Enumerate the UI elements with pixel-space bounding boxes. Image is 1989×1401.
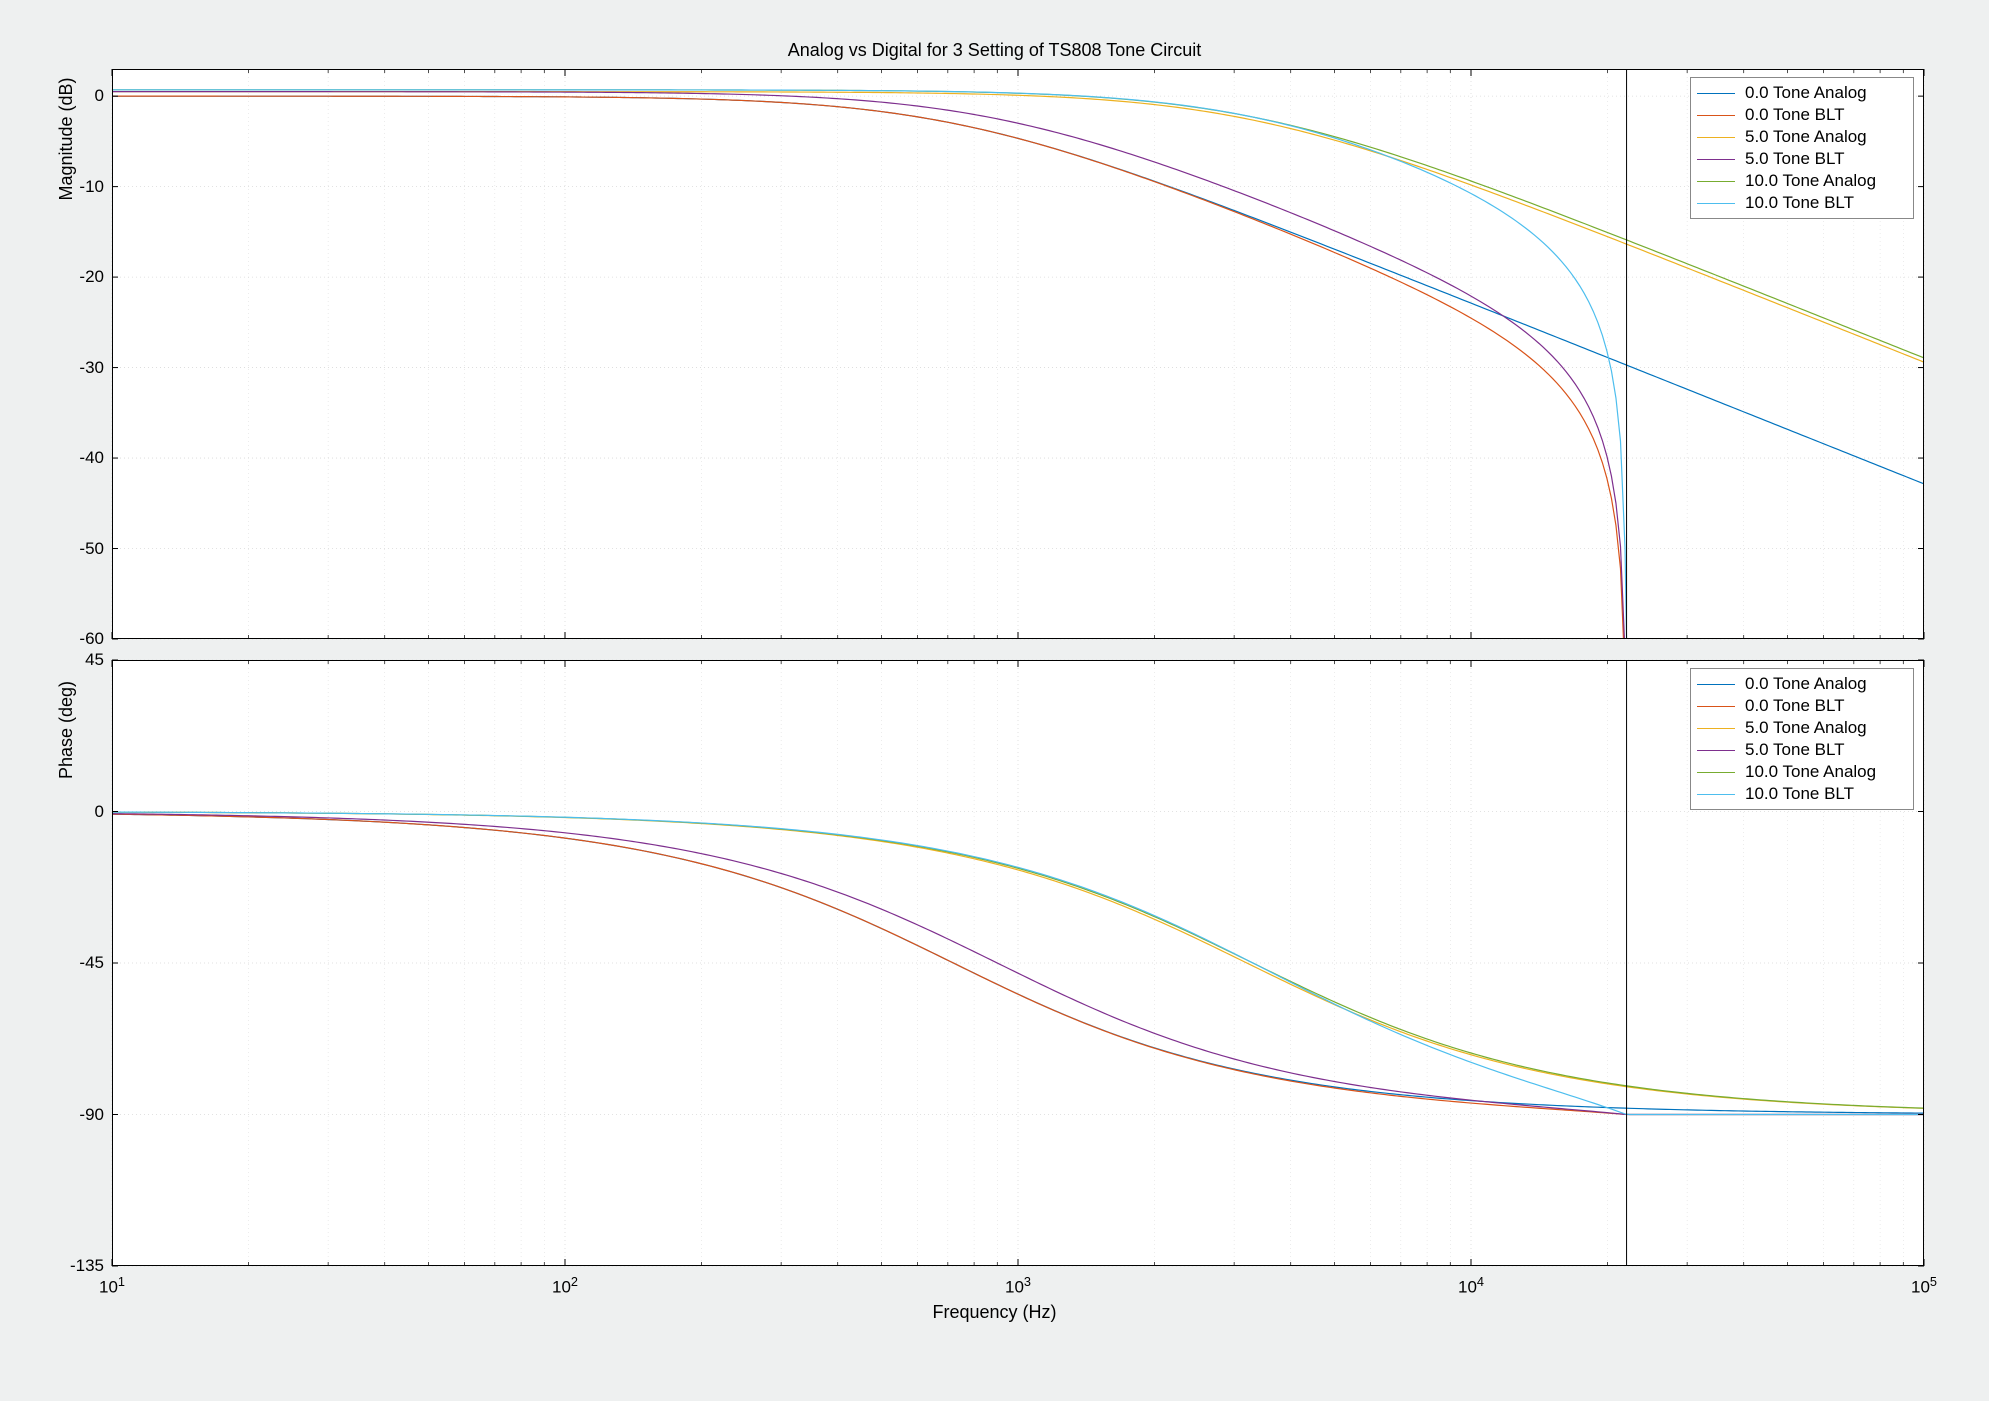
y-tick-label: 0	[95, 86, 104, 106]
x-tick-label: 104	[1458, 1274, 1484, 1298]
legend-swatch	[1697, 728, 1735, 729]
legend-entry: 5.0 Tone BLT	[1697, 148, 1907, 170]
legend-entry: 10.0 Tone Analog	[1697, 170, 1907, 192]
legend-swatch	[1697, 772, 1735, 773]
legend-label: 5.0 Tone BLT	[1745, 149, 1845, 169]
legend-entry: 5.0 Tone Analog	[1697, 717, 1907, 739]
legend-label: 5.0 Tone Analog	[1745, 127, 1867, 147]
phase-legend: 0.0 Tone Analog0.0 Tone BLT5.0 Tone Anal…	[1690, 668, 1914, 810]
legend-swatch	[1697, 181, 1735, 182]
legend-entry: 10.0 Tone Analog	[1697, 761, 1907, 783]
y-tick-label: -40	[79, 448, 104, 468]
y-tick-label: 0	[95, 802, 104, 822]
legend-swatch	[1697, 115, 1735, 116]
y-tick-label: -50	[79, 539, 104, 559]
legend-entry: 5.0 Tone BLT	[1697, 739, 1907, 761]
legend-label: 5.0 Tone Analog	[1745, 718, 1867, 738]
legend-entry: 0.0 Tone BLT	[1697, 695, 1907, 717]
magnitude-ylabel: Magnitude (dB)	[56, 0, 77, 424]
x-tick-label: 101	[99, 1274, 125, 1298]
legend-label: 0.0 Tone BLT	[1745, 105, 1845, 125]
legend-label: 5.0 Tone BLT	[1745, 740, 1845, 760]
legend-swatch	[1697, 159, 1735, 160]
figure-title: Analog vs Digital for 3 Setting of TS808…	[0, 40, 1989, 61]
legend-label: 10.0 Tone BLT	[1745, 784, 1854, 804]
legend-entry: 0.0 Tone Analog	[1697, 673, 1907, 695]
legend-swatch	[1697, 794, 1735, 795]
legend-entry: 0.0 Tone BLT	[1697, 104, 1907, 126]
y-tick-label: -90	[79, 1105, 104, 1125]
legend-entry: 10.0 Tone BLT	[1697, 783, 1907, 805]
x-axis-label: Frequency (Hz)	[0, 1302, 1989, 1323]
phase-ylabel: Phase (deg)	[56, 427, 77, 1033]
magnitude-plot: Magnitude (dB) 0.0 Tone Analog0.0 Tone B…	[112, 69, 1924, 639]
legend-swatch	[1697, 137, 1735, 138]
y-tick-label: -135	[70, 1256, 104, 1276]
legend-label: 10.0 Tone BLT	[1745, 193, 1854, 213]
y-tick-label: -20	[79, 267, 104, 287]
magnitude-plot-svg	[112, 69, 1924, 639]
x-tick-label: 105	[1911, 1274, 1937, 1298]
legend-label: 0.0 Tone Analog	[1745, 674, 1867, 694]
legend-label: 10.0 Tone Analog	[1745, 171, 1876, 191]
y-tick-label: -60	[79, 629, 104, 649]
legend-label: 0.0 Tone BLT	[1745, 696, 1845, 716]
legend-swatch	[1697, 684, 1735, 685]
bode-figure: Analog vs Digital for 3 Setting of TS808…	[0, 0, 1989, 1401]
phase-plot: Phase (deg) 0.0 Tone Analog0.0 Tone BLT5…	[112, 660, 1924, 1266]
legend-entry: 0.0 Tone Analog	[1697, 82, 1907, 104]
y-tick-label: 45	[85, 650, 104, 670]
y-tick-label: -30	[79, 358, 104, 378]
y-tick-label: -10	[79, 177, 104, 197]
legend-swatch	[1697, 203, 1735, 204]
legend-label: 0.0 Tone Analog	[1745, 83, 1867, 103]
legend-swatch	[1697, 750, 1735, 751]
magnitude-legend: 0.0 Tone Analog0.0 Tone BLT5.0 Tone Anal…	[1690, 77, 1914, 219]
legend-entry: 10.0 Tone BLT	[1697, 192, 1907, 214]
legend-swatch	[1697, 93, 1735, 94]
x-tick-label: 103	[1005, 1274, 1031, 1298]
phase-plot-svg	[112, 660, 1924, 1266]
y-tick-label: -45	[79, 953, 104, 973]
x-tick-label: 102	[552, 1274, 578, 1298]
legend-swatch	[1697, 706, 1735, 707]
legend-entry: 5.0 Tone Analog	[1697, 126, 1907, 148]
legend-label: 10.0 Tone Analog	[1745, 762, 1876, 782]
